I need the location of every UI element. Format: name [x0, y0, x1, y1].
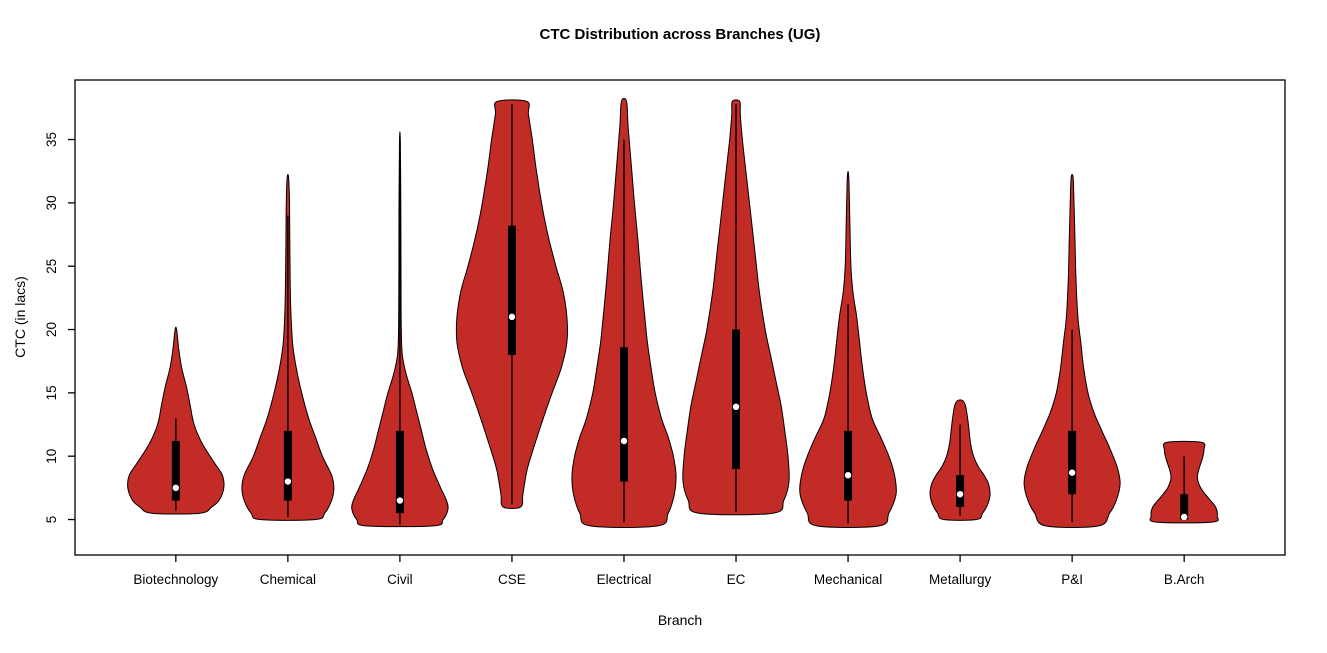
iqr-box-chemical [283, 430, 292, 501]
median-dot-cse [508, 313, 516, 321]
x-tick-label-civil: Civil [387, 572, 413, 587]
y-tick-label: 25 [44, 259, 59, 274]
y-tick-label: 15 [44, 385, 59, 400]
iqr-box-civil [395, 430, 404, 514]
x-tick-label-metallurgy: Metallurgy [929, 572, 992, 587]
y-tick-label: 20 [44, 322, 59, 337]
x-tick-label-electrical: Electrical [597, 572, 652, 587]
median-dot-p-i [1068, 469, 1076, 476]
iqr-box-electrical [619, 347, 628, 482]
iqr-box-p-i [1068, 430, 1077, 495]
y-tick-label: 5 [44, 516, 59, 524]
x-tick-label-p-i: P&I [1061, 572, 1083, 587]
plot-border [74, 79, 1286, 556]
iqr-box-ec [732, 329, 741, 469]
y-tick-label: 35 [44, 132, 59, 147]
y-axis-title: CTC (in lacs) [12, 276, 28, 358]
iqr-box-b-arch [1180, 494, 1189, 520]
median-dot-b-arch [1180, 513, 1188, 521]
x-tick-label-mechanical: Mechanical [814, 572, 882, 587]
median-dot-metallurgy [956, 491, 964, 498]
x-tick-label-ec: EC [727, 572, 746, 587]
x-tick-label-chemical: Chemical [260, 572, 316, 587]
y-tick-label: 30 [44, 195, 59, 210]
median-dot-biotechnology [172, 484, 180, 492]
x-tick-label-b-arch: B.Arch [1164, 572, 1205, 587]
iqr-box-cse [507, 225, 516, 355]
median-dot-ec [732, 403, 740, 410]
median-dot-chemical [284, 478, 292, 485]
median-dot-civil [396, 497, 404, 504]
median-dot-mechanical [844, 472, 852, 479]
x-tick-label-cse: CSE [498, 572, 526, 587]
median-dot-electrical [620, 437, 628, 445]
iqr-box-mechanical [844, 430, 853, 501]
iqr-box-biotechnology [171, 441, 180, 501]
x-tick-label-biotechnology: Biotechnology [133, 572, 218, 587]
y-tick-label: 10 [44, 449, 59, 464]
chart-title: CTC Distribution across Branches (UG) [539, 26, 821, 43]
x-axis-title: Branch [657, 612, 703, 628]
